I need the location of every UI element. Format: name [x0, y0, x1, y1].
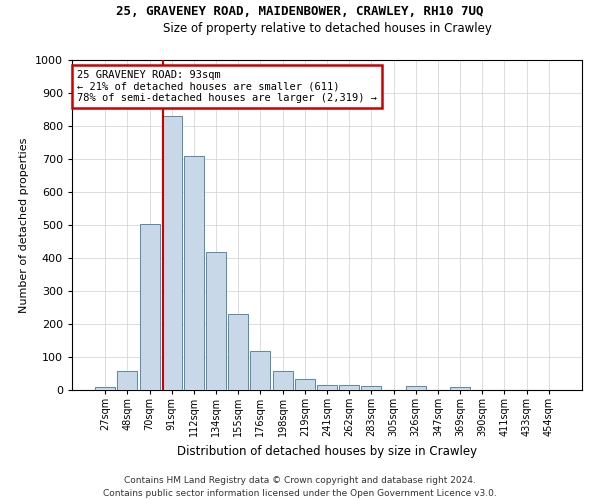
Text: 25 GRAVENEY ROAD: 93sqm
← 21% of detached houses are smaller (611)
78% of semi-d: 25 GRAVENEY ROAD: 93sqm ← 21% of detache… [77, 70, 377, 103]
Y-axis label: Number of detached properties: Number of detached properties [19, 138, 29, 312]
Bar [317, 385, 337, 390]
Bar [140, 224, 160, 390]
Bar [450, 388, 470, 390]
Bar [206, 252, 226, 390]
Bar [361, 386, 382, 390]
Bar [118, 371, 137, 390]
Bar [162, 116, 182, 390]
Text: Contains HM Land Registry data © Crown copyright and database right 2024.
Contai: Contains HM Land Registry data © Crown c… [103, 476, 497, 498]
Bar [250, 352, 271, 390]
Text: 25, GRAVENEY ROAD, MAIDENBOWER, CRAWLEY, RH10 7UQ: 25, GRAVENEY ROAD, MAIDENBOWER, CRAWLEY,… [116, 5, 484, 18]
Title: Size of property relative to detached houses in Crawley: Size of property relative to detached ho… [163, 22, 491, 35]
Bar [406, 386, 426, 390]
Bar [295, 379, 315, 390]
Bar [339, 385, 359, 390]
X-axis label: Distribution of detached houses by size in Crawley: Distribution of detached houses by size … [177, 444, 477, 458]
Bar [272, 371, 293, 390]
Bar [184, 156, 204, 390]
Bar [95, 388, 115, 390]
Bar [228, 314, 248, 390]
